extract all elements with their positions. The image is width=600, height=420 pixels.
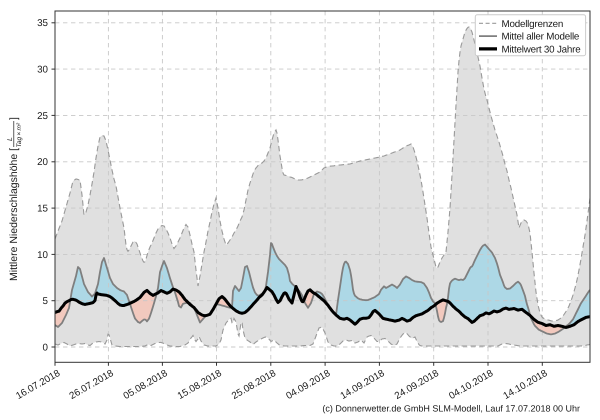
svg-text:10: 10 [37,250,48,261]
svg-text:5: 5 [43,296,49,307]
svg-text:20: 20 [37,157,48,168]
svg-text:Mittlere Niederschlagshöhe [: Mittlere Niederschlagshöhe [ [8,148,20,281]
svg-text:15: 15 [37,204,48,215]
svg-text:35: 35 [37,18,48,29]
svg-text:30: 30 [37,65,48,76]
svg-text:Modellgrenzen: Modellgrenzen [502,19,564,30]
svg-text:Mittel aller Modelle: Mittel aller Modelle [502,32,580,43]
svg-text:]: ] [8,117,20,120]
svg-text:0: 0 [43,342,49,353]
svg-text:L: L [7,137,14,141]
svg-text:Mittelwert 30 Jahre: Mittelwert 30 Jahre [502,44,582,55]
svg-text:25: 25 [37,111,48,122]
svg-text:Tag × m²: Tag × m² [16,122,23,147]
svg-text:(c) Donnerwetter.de GmbH SLM-M: (c) Donnerwetter.de GmbH SLM-Modell, Lau… [322,404,580,414]
